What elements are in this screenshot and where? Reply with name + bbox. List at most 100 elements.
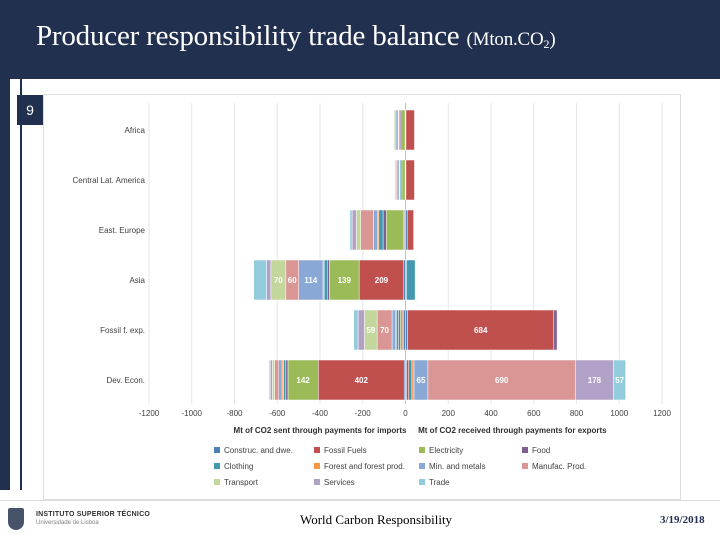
- legend-swatch: [214, 479, 220, 485]
- data-label: 57: [615, 376, 624, 385]
- legend-swatch: [522, 463, 528, 469]
- data-labels: 70 60 114 139 209 59 70 684 142 402 65 690 178 57: [274, 276, 625, 385]
- slide-title-unit-end: ): [549, 29, 556, 50]
- x-tick-label: 1200: [653, 409, 671, 418]
- bar-segment: [285, 359, 289, 401]
- legend-label: Food: [532, 446, 550, 455]
- bar-segment: [391, 309, 396, 351]
- legend-label: Forest and forest prod.: [324, 462, 405, 471]
- x-tick-label: 400: [484, 409, 498, 418]
- ist-emblem-icon: [8, 508, 24, 530]
- bar-segment: [398, 309, 401, 351]
- bar-segment: [427, 359, 576, 401]
- logo-line2: Universidade de Lisboa: [36, 520, 99, 526]
- bar-segment: [408, 359, 413, 401]
- bar-segment: [283, 359, 287, 401]
- x-tick-label: 1000: [610, 409, 628, 418]
- slide-title-unit-sub: 2: [543, 37, 550, 51]
- bar-segment: [373, 209, 378, 251]
- bar-segment: [405, 159, 415, 201]
- legend-swatch: [314, 447, 320, 453]
- ist-logo: INSTITUTO SUPERIOR TÉCNICO Universidade …: [8, 508, 158, 532]
- data-label: 114: [304, 276, 317, 285]
- bar-segments: [253, 109, 626, 401]
- category-label: Central Lat. America: [73, 176, 146, 185]
- footer-title: World Carbon Responsibility: [300, 512, 453, 527]
- x-tick-label: 800: [570, 409, 584, 418]
- data-label: 60: [288, 276, 297, 285]
- slide-number: 9: [17, 95, 43, 125]
- bar-segment: [406, 259, 416, 301]
- logo-line1: INSTITUTO SUPERIOR TÉCNICO: [36, 511, 150, 518]
- chart-frame: 70 60 114 139 209 59 70 684 142 402 65 690 178 57 Afr…: [43, 94, 681, 500]
- data-label: 70: [274, 276, 283, 285]
- side-accent-line: [20, 79, 22, 490]
- legend-label: Electricity: [429, 446, 463, 455]
- bar-segment: [395, 109, 399, 151]
- bar-segment: [403, 259, 406, 301]
- legend-swatch: [419, 463, 425, 469]
- bar-segment: [274, 359, 279, 401]
- trade-balance-chart: 70 60 114 139 209 59 70 684 142 402 65 690 178 57 Afr…: [73, 103, 671, 487]
- bar-segment: [399, 309, 403, 351]
- footer: [0, 500, 720, 540]
- bar-segment: [575, 359, 614, 401]
- legend-swatch: [314, 463, 320, 469]
- category-label: Africa: [125, 126, 146, 135]
- slide-title-unit: (Mton.CO2): [467, 29, 556, 51]
- slide-title-text: Producer responsibility trade balance: [36, 20, 460, 52]
- bar-segment: [266, 259, 272, 301]
- x-axis-title-exports: Mt of CO2 received through payments for …: [418, 426, 607, 435]
- side-accent-bar: [0, 0, 10, 490]
- legend-label: Clothing: [224, 462, 253, 471]
- bar-segment: [357, 309, 365, 351]
- legend-label: Services: [324, 478, 355, 487]
- data-label: 209: [375, 276, 389, 285]
- bar-segment: [396, 309, 399, 351]
- bar-segment: [358, 259, 405, 301]
- bar-segment: [353, 309, 359, 351]
- bar-segment: [360, 209, 374, 251]
- x-tick-label: -800: [226, 409, 243, 418]
- slide-title: Producer responsibility trade balance (M…: [36, 20, 556, 53]
- data-label: 65: [417, 376, 426, 385]
- x-tick-label: 200: [442, 409, 456, 418]
- bar-segment: [327, 259, 330, 301]
- bar-segment: [407, 309, 555, 351]
- legend-label: Transport: [224, 478, 259, 487]
- bar-segment: [400, 109, 406, 151]
- bar-segment: [406, 359, 409, 401]
- legend-label: Min. and metals: [429, 462, 485, 471]
- data-label: 690: [495, 376, 509, 385]
- legend-swatch: [419, 479, 425, 485]
- legend-swatch: [214, 447, 220, 453]
- category-label: Asia: [129, 276, 145, 285]
- bar-segment: [406, 209, 414, 251]
- bar-segment: [329, 259, 360, 301]
- bar-segment: [613, 359, 626, 401]
- bar-segment: [411, 359, 415, 401]
- bar-segment: [272, 359, 275, 401]
- x-tick-label: -200: [355, 409, 372, 418]
- bar-segment: [405, 109, 415, 151]
- x-tick-label: -400: [312, 409, 329, 418]
- data-label: 139: [338, 276, 352, 285]
- category-label: Dev. Econ.: [106, 376, 145, 385]
- bar-segment: [553, 309, 558, 351]
- x-tick-label: 0: [403, 409, 408, 418]
- bar-segment: [403, 309, 406, 351]
- bar-segment: [386, 209, 404, 251]
- legend-label: Construc. and dwe.: [224, 446, 293, 455]
- bar-segment: [278, 359, 283, 401]
- x-tick-label: 600: [527, 409, 541, 418]
- bar-segment: [356, 209, 361, 251]
- bar-segment: [269, 359, 273, 401]
- data-label: 142: [296, 376, 310, 385]
- legend-swatch: [214, 463, 220, 469]
- legend-swatch: [522, 447, 528, 453]
- bar-segment: [351, 209, 357, 251]
- legend-label: Manufac. Prod.: [532, 462, 586, 471]
- x-tick-label: -1000: [182, 409, 203, 418]
- data-label: 70: [380, 326, 389, 335]
- bar-segment: [405, 309, 408, 351]
